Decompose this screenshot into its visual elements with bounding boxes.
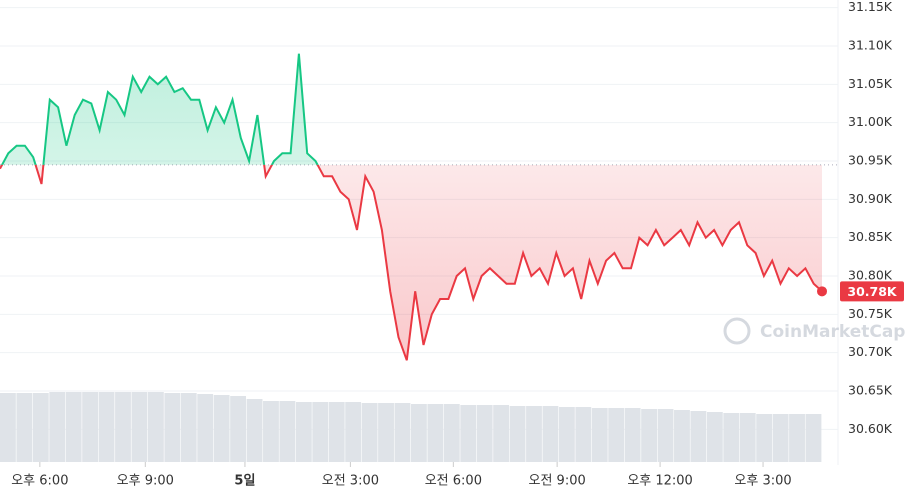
price-line-down [0,164,823,361]
volume-bar [197,394,214,462]
volume-bar [789,414,805,462]
volume-bar [411,404,427,462]
volume-bar [756,414,773,462]
y-tick-label: 30.70K [848,344,893,359]
volume-bar [246,399,263,462]
volume-bar [805,414,822,462]
volume-bar [542,406,559,462]
volume-bar [65,392,82,462]
y-tick-label: 31.10K [848,38,893,53]
volume-bar [295,402,312,462]
volume-bar [509,406,526,462]
volume-bar [147,392,164,462]
volume-bar [493,405,510,462]
current-price-box [840,281,904,302]
volume-bar [345,402,362,462]
volume-bar [263,401,279,462]
x-tick-label: 오후 3:00 [734,474,791,489]
volume-bar [476,405,493,462]
watermark-text: CoinMarketCap [760,322,905,342]
volume-bar [131,392,148,462]
x-tick-label: 오전 9:00 [529,474,586,489]
y-tick-label: 30.65K [848,383,893,398]
volume-bar [328,402,345,462]
volume-bar [723,413,740,462]
x-tick-label: 오전 6:00 [425,474,482,489]
volume-bar [739,413,756,462]
volume-bar [608,408,625,462]
y-tick-label: 30.80K [848,268,893,283]
volume-bar [32,393,49,462]
y-tick-label: 30.95K [848,153,893,168]
volume-bar [443,404,460,462]
volume-bar [0,393,16,462]
volume-bar [312,402,329,462]
volume-bar [378,403,394,462]
volume-bar [427,404,444,462]
area-up [0,53,822,165]
y-tick-label: 31.00K [848,114,893,129]
volume-bar [213,395,230,462]
volume-bar [230,396,246,462]
price-line-up [0,53,319,165]
volume-bar [279,401,296,462]
volume-bar [641,409,657,462]
volume-bar [591,408,608,462]
y-tick-label: 30.85K [848,229,893,244]
x-tick-label: 오전 3:00 [322,474,379,489]
volume-bar [772,414,789,462]
x-tick-label: 5일 [234,474,255,489]
volume-bar [361,403,378,462]
volume-bar [624,408,641,462]
volume-bar [657,409,674,462]
volume-bar [526,406,542,462]
x-tick-label: 오후 9:00 [117,474,174,489]
volume-bar [394,403,411,462]
y-tick-label: 31.15K [848,0,893,14]
x-tick-label: 오후 6:00 [11,474,68,489]
watermark-logo [723,317,751,345]
volume-bar [558,407,575,462]
volume-bar [575,407,592,462]
current-point [817,286,827,297]
volume-bar [82,392,99,462]
y-tick-label: 30.90K [848,191,893,206]
volume-bar [690,411,707,462]
volume-bar [460,405,477,462]
y-tick-label: 31.05K [848,76,893,91]
volume-bar [98,392,115,462]
volume-bar [180,393,197,462]
volume-bar [49,392,66,462]
volume-bar [115,392,131,462]
area-down [0,164,822,361]
volume-bar [674,410,690,462]
y-tick-label: 30.75K [848,306,893,321]
volume-bar [164,393,181,462]
x-tick-label: 오후 12:00 [627,474,693,489]
volume-bar [706,412,723,462]
watermark: CoinMarketCap [723,317,905,345]
y-tick-label: 30.60K [848,421,893,436]
volume-bar [16,393,33,462]
current-price-label: 30.78K [847,284,898,299]
